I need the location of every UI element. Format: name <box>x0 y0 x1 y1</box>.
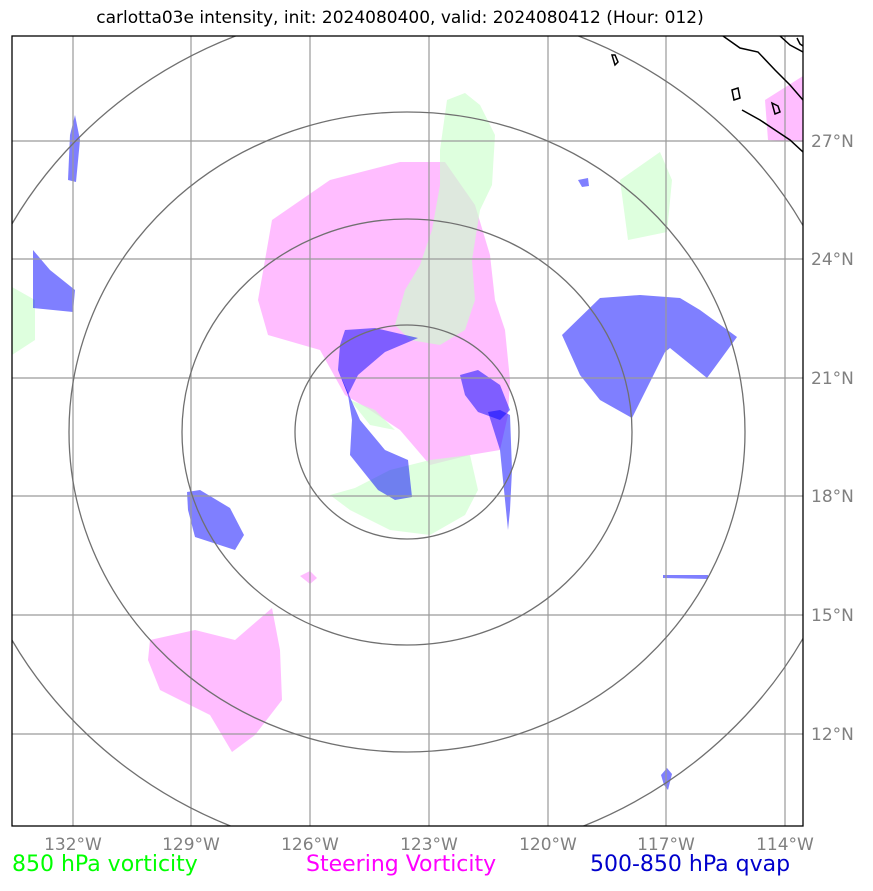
qvap-southwest <box>187 490 244 550</box>
qvap-west-north <box>68 115 80 182</box>
longitude-labels: 132°W 129°W 126°W 123°W 120°W 117°W 114°… <box>44 835 814 855</box>
axes-frame <box>11 35 804 827</box>
lat-label: 21°N <box>811 369 854 389</box>
steering-vorticity-northeast <box>765 76 803 142</box>
lat-label: 12°N <box>811 725 854 745</box>
lon-label: 132°W <box>44 835 102 855</box>
qvap-core-tail <box>338 370 412 500</box>
lon-label: 126°W <box>281 835 339 855</box>
coastline <box>610 36 803 153</box>
vorticity-850-inner <box>350 400 395 430</box>
legend-qvap: 500-850 hPa qvap <box>590 852 791 877</box>
lon-label: 117°W <box>637 835 695 855</box>
range-ring-2 <box>181 218 633 646</box>
qvap-east-large <box>562 295 737 418</box>
legend-850-vorticity: 850 hPa vorticity <box>12 852 198 877</box>
qvap-east-core <box>460 370 510 420</box>
qvap-streak <box>663 575 708 579</box>
legend-steering-vorticity: Steering Vorticity <box>306 852 497 877</box>
lat-label: 24°N <box>811 250 854 270</box>
range-ring-1 <box>294 324 520 540</box>
lat-label: 27°N <box>811 132 854 152</box>
qvap-small-east <box>578 178 589 187</box>
lon-label: 123°W <box>400 835 458 855</box>
map-title: carlotta03e intensity, init: 2024080400,… <box>96 8 704 28</box>
lat-label: 18°N <box>811 487 854 507</box>
steering-vorticity-speck <box>300 571 317 584</box>
map-plot-area <box>12 36 803 826</box>
qvap-west-mid <box>33 250 75 312</box>
qvap-core <box>338 328 418 395</box>
vorticity-850-west <box>12 287 35 355</box>
lon-label: 114°W <box>756 835 814 855</box>
range-ring-3 <box>68 111 746 753</box>
lon-label: 129°W <box>162 835 220 855</box>
qvap-layer <box>33 115 737 790</box>
range-rings <box>12 36 803 826</box>
lon-label: 120°W <box>519 835 577 855</box>
steering-vorticity-south <box>148 608 282 752</box>
graticule <box>12 36 803 826</box>
qvap-east-tail <box>488 410 512 530</box>
vorticity-850-north <box>395 93 495 345</box>
vorticity-850-east <box>620 152 672 240</box>
lat-label: 15°N <box>811 606 854 626</box>
latitude-labels: 27°N 24°N 21°N 18°N 15°N 12°N <box>811 132 854 745</box>
